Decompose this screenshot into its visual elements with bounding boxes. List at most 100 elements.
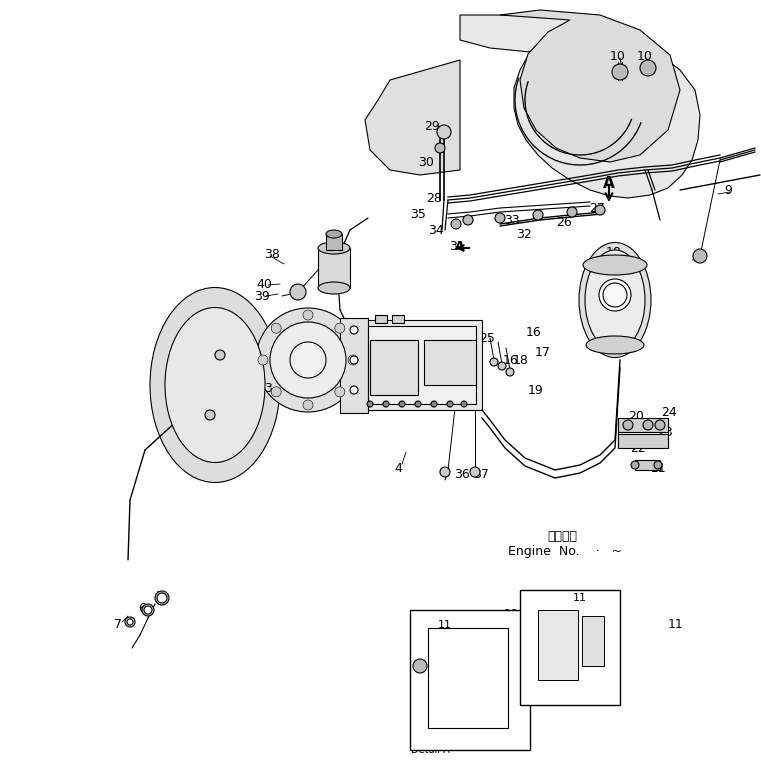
Circle shape — [125, 617, 135, 627]
Circle shape — [440, 467, 450, 477]
Text: 31: 31 — [449, 240, 465, 253]
Text: 16: 16 — [503, 354, 519, 367]
Text: 18: 18 — [513, 354, 529, 367]
Text: 23: 23 — [658, 425, 673, 438]
Text: 22: 22 — [630, 441, 646, 454]
Circle shape — [490, 358, 498, 366]
Bar — [326, 234, 342, 250]
Text: 1: 1 — [380, 349, 388, 361]
Text: 36: 36 — [454, 467, 470, 480]
Polygon shape — [500, 10, 680, 162]
Circle shape — [256, 308, 360, 412]
Ellipse shape — [318, 282, 350, 294]
Bar — [370, 340, 418, 395]
Bar — [618, 434, 668, 448]
Text: 30: 30 — [418, 155, 434, 168]
Text: 17: 17 — [612, 260, 628, 272]
Text: 5: 5 — [156, 590, 164, 603]
Bar — [318, 248, 350, 288]
Circle shape — [463, 215, 473, 225]
Circle shape — [270, 322, 346, 398]
Circle shape — [399, 401, 405, 407]
Ellipse shape — [437, 125, 451, 139]
Circle shape — [350, 326, 358, 334]
Ellipse shape — [165, 307, 265, 463]
Text: 21: 21 — [650, 461, 666, 475]
Circle shape — [155, 591, 169, 605]
Bar — [424, 340, 476, 385]
Text: 29: 29 — [424, 119, 440, 132]
Text: 2: 2 — [332, 364, 340, 377]
Bar — [520, 590, 620, 705]
Polygon shape — [460, 15, 700, 198]
Ellipse shape — [585, 250, 645, 350]
Circle shape — [335, 323, 345, 333]
Text: 11: 11 — [573, 593, 587, 603]
Bar — [410, 610, 530, 750]
Circle shape — [215, 350, 225, 360]
Circle shape — [290, 284, 306, 300]
Text: Detail A: Detail A — [411, 745, 450, 755]
Circle shape — [348, 355, 358, 365]
Text: 3: 3 — [264, 381, 272, 394]
Text: 12: 12 — [500, 721, 516, 734]
Bar — [618, 418, 668, 432]
Text: 34: 34 — [428, 224, 444, 237]
Text: 39: 39 — [254, 291, 270, 304]
Circle shape — [655, 420, 665, 430]
Circle shape — [205, 410, 215, 420]
Circle shape — [599, 279, 631, 311]
Text: 26: 26 — [556, 215, 572, 228]
Text: 32: 32 — [516, 228, 532, 240]
Circle shape — [533, 210, 543, 220]
Text: 11: 11 — [668, 619, 684, 632]
Circle shape — [142, 604, 154, 616]
Text: A: A — [455, 240, 465, 253]
Bar — [368, 326, 476, 404]
Text: 11: 11 — [438, 620, 452, 630]
Circle shape — [567, 207, 577, 217]
Circle shape — [506, 368, 514, 376]
Circle shape — [303, 310, 313, 320]
Text: 8: 8 — [696, 251, 704, 265]
Circle shape — [415, 401, 421, 407]
Text: 15: 15 — [412, 682, 428, 695]
Text: 10: 10 — [637, 49, 653, 62]
Bar — [635, 460, 660, 470]
Circle shape — [290, 342, 326, 378]
Text: 28: 28 — [426, 192, 442, 205]
Text: 11: 11 — [504, 607, 520, 620]
Circle shape — [350, 356, 358, 364]
Text: 38: 38 — [264, 247, 280, 260]
Text: 7: 7 — [114, 619, 122, 632]
Bar — [582, 616, 604, 666]
Text: 13: 13 — [478, 731, 494, 744]
Circle shape — [603, 283, 627, 307]
Circle shape — [643, 420, 653, 430]
Circle shape — [470, 467, 480, 477]
Bar — [340, 318, 368, 413]
Ellipse shape — [579, 243, 651, 358]
Text: 40: 40 — [256, 278, 272, 291]
Circle shape — [495, 213, 505, 223]
Text: 27: 27 — [589, 202, 605, 215]
Text: 33: 33 — [504, 214, 520, 227]
Circle shape — [271, 323, 281, 333]
Bar — [538, 610, 578, 680]
Circle shape — [435, 143, 445, 153]
Circle shape — [640, 60, 656, 76]
Text: A 拓大図: A 拓大図 — [416, 735, 444, 745]
Circle shape — [612, 64, 628, 80]
Circle shape — [595, 205, 605, 215]
Circle shape — [451, 219, 461, 229]
Circle shape — [350, 386, 358, 394]
Circle shape — [631, 461, 639, 469]
Text: 37: 37 — [473, 467, 489, 480]
Text: 17: 17 — [535, 345, 551, 358]
Circle shape — [498, 362, 506, 370]
Circle shape — [258, 355, 268, 365]
Circle shape — [447, 401, 453, 407]
Text: 16: 16 — [526, 326, 542, 339]
Ellipse shape — [150, 288, 280, 482]
Circle shape — [383, 401, 389, 407]
